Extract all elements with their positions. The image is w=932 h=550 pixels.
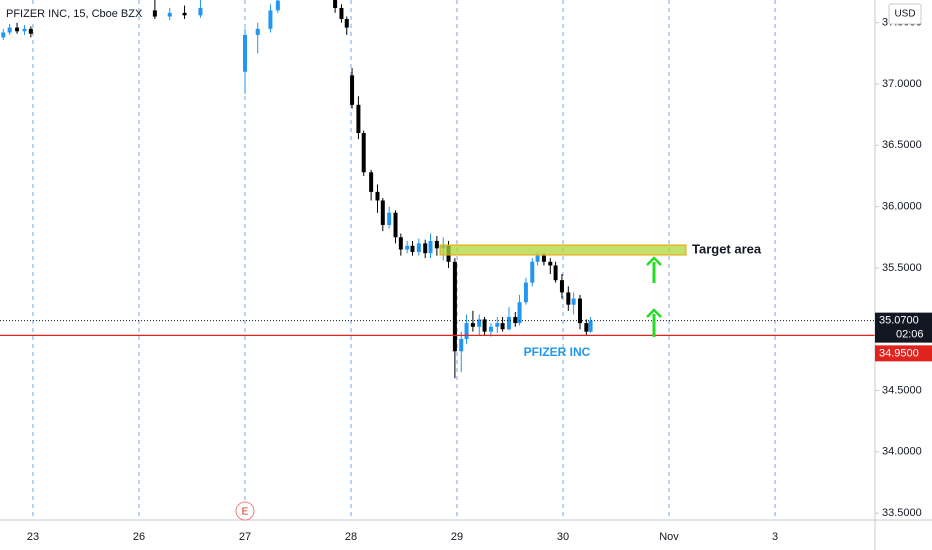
- candle-body: [495, 323, 500, 327]
- candle-body: [167, 12, 172, 17]
- candle-body: [405, 245, 410, 250]
- candle-body: [242, 34, 247, 72]
- x-tick-label: 28: [345, 531, 357, 543]
- candle-body: [350, 75, 355, 105]
- candle-body: [535, 255, 540, 262]
- currency[interactable]: USD: [894, 9, 915, 20]
- candle-body: [500, 323, 505, 330]
- candle-body: [559, 280, 564, 293]
- candle-body: [530, 261, 535, 283]
- y-tick-label: 33.5000: [882, 507, 922, 519]
- candle-body: [541, 255, 546, 262]
- candle-body: [464, 323, 469, 340]
- candle-body: [577, 298, 582, 324]
- candle-body: [553, 265, 558, 281]
- y-tick-label: 37.0000: [882, 78, 922, 90]
- line-price-label: 34.9500: [879, 347, 919, 359]
- arrow-head: [646, 256, 662, 266]
- candle-body: [398, 237, 403, 250]
- candle-body: [571, 298, 576, 305]
- candle-body: [428, 240, 433, 254]
- candle-body: [452, 261, 457, 352]
- axes: 23 26 27 28 29 30 Nov 3 33.5000 34.0000 34.5000 35.…: [27, 17, 932, 543]
- candle-body: [470, 323, 475, 327]
- candle-body: [523, 282, 528, 303]
- x-tick-label: 3: [772, 531, 778, 543]
- candle-body: [459, 339, 464, 352]
- candle-body: [380, 200, 385, 225]
- candle-body: [198, 7, 203, 16]
- candle-body: [255, 28, 260, 35]
- y-tick-label: 34.5000: [882, 384, 922, 396]
- candle-body: [182, 12, 187, 16]
- candle-body: [339, 7, 344, 20]
- name-label: PFIZER INC: [524, 345, 591, 359]
- earnings-label: E: [242, 507, 249, 518]
- candle-body: [506, 316, 511, 330]
- last-price-label: 35.0700: [879, 315, 919, 327]
- candle-body: [416, 243, 421, 252]
- last-price-badge: [875, 312, 932, 343]
- arrow-head: [646, 308, 662, 318]
- plot-area: [0, 0, 875, 379]
- x-tick-label: 23: [27, 531, 39, 543]
- x-tick-label: 27: [239, 531, 251, 543]
- candle-body: [477, 319, 482, 327]
- candle-body: [584, 323, 589, 332]
- candle-body: [488, 326, 493, 332]
- x-tick-label: 30: [557, 531, 569, 543]
- candle-body: [28, 28, 33, 34]
- candle-body: [423, 243, 428, 254]
- candle-body: [333, 0, 338, 8]
- candle-body: [375, 191, 380, 201]
- candle-body: [15, 27, 20, 32]
- candle-body: [548, 261, 553, 266]
- candle-body: [275, 0, 280, 11]
- title-bg: [3, 6, 131, 22]
- y-tick-label: 36.5000: [882, 139, 922, 151]
- candle-body: [393, 212, 398, 238]
- target-label: Target area: [692, 241, 762, 256]
- candle-body: [410, 245, 415, 252]
- x-tick-label: Nov: [659, 531, 679, 543]
- candle-body: [361, 133, 366, 173]
- x-tick-label: 29: [451, 531, 463, 543]
- candle-body: [482, 319, 487, 332]
- chart-title: PFIZER INC, 15, Cboe BZX: [6, 8, 143, 20]
- candle-body: [517, 302, 522, 324]
- candle-body: [513, 316, 518, 324]
- countdown: 02:06: [896, 329, 924, 341]
- candle-body: [369, 172, 374, 192]
- candle-body: [344, 19, 349, 28]
- candle-body: [356, 104, 361, 134]
- earnings-marker: [235, 501, 255, 521]
- candle-body: [7, 27, 12, 33]
- candle-body: [1, 32, 6, 38]
- candle-body: [588, 320, 593, 332]
- grid: [32, 0, 776, 520]
- candle-body: [566, 292, 571, 305]
- candle-body: [434, 240, 439, 249]
- candle-body: [152, 10, 157, 17]
- y-tick-label: 34.0000: [882, 446, 922, 458]
- currency-button[interactable]: [888, 3, 922, 25]
- x-tick-label: 26: [133, 531, 145, 543]
- line-price-badge: [875, 345, 932, 362]
- candle-body: [387, 212, 392, 225]
- target-zone: [439, 244, 687, 256]
- y-tick-label: 35.5000: [882, 262, 922, 274]
- candle-body: [268, 10, 273, 29]
- candle-body: [22, 28, 27, 32]
- y-tick-label: 36.0000: [882, 201, 922, 213]
